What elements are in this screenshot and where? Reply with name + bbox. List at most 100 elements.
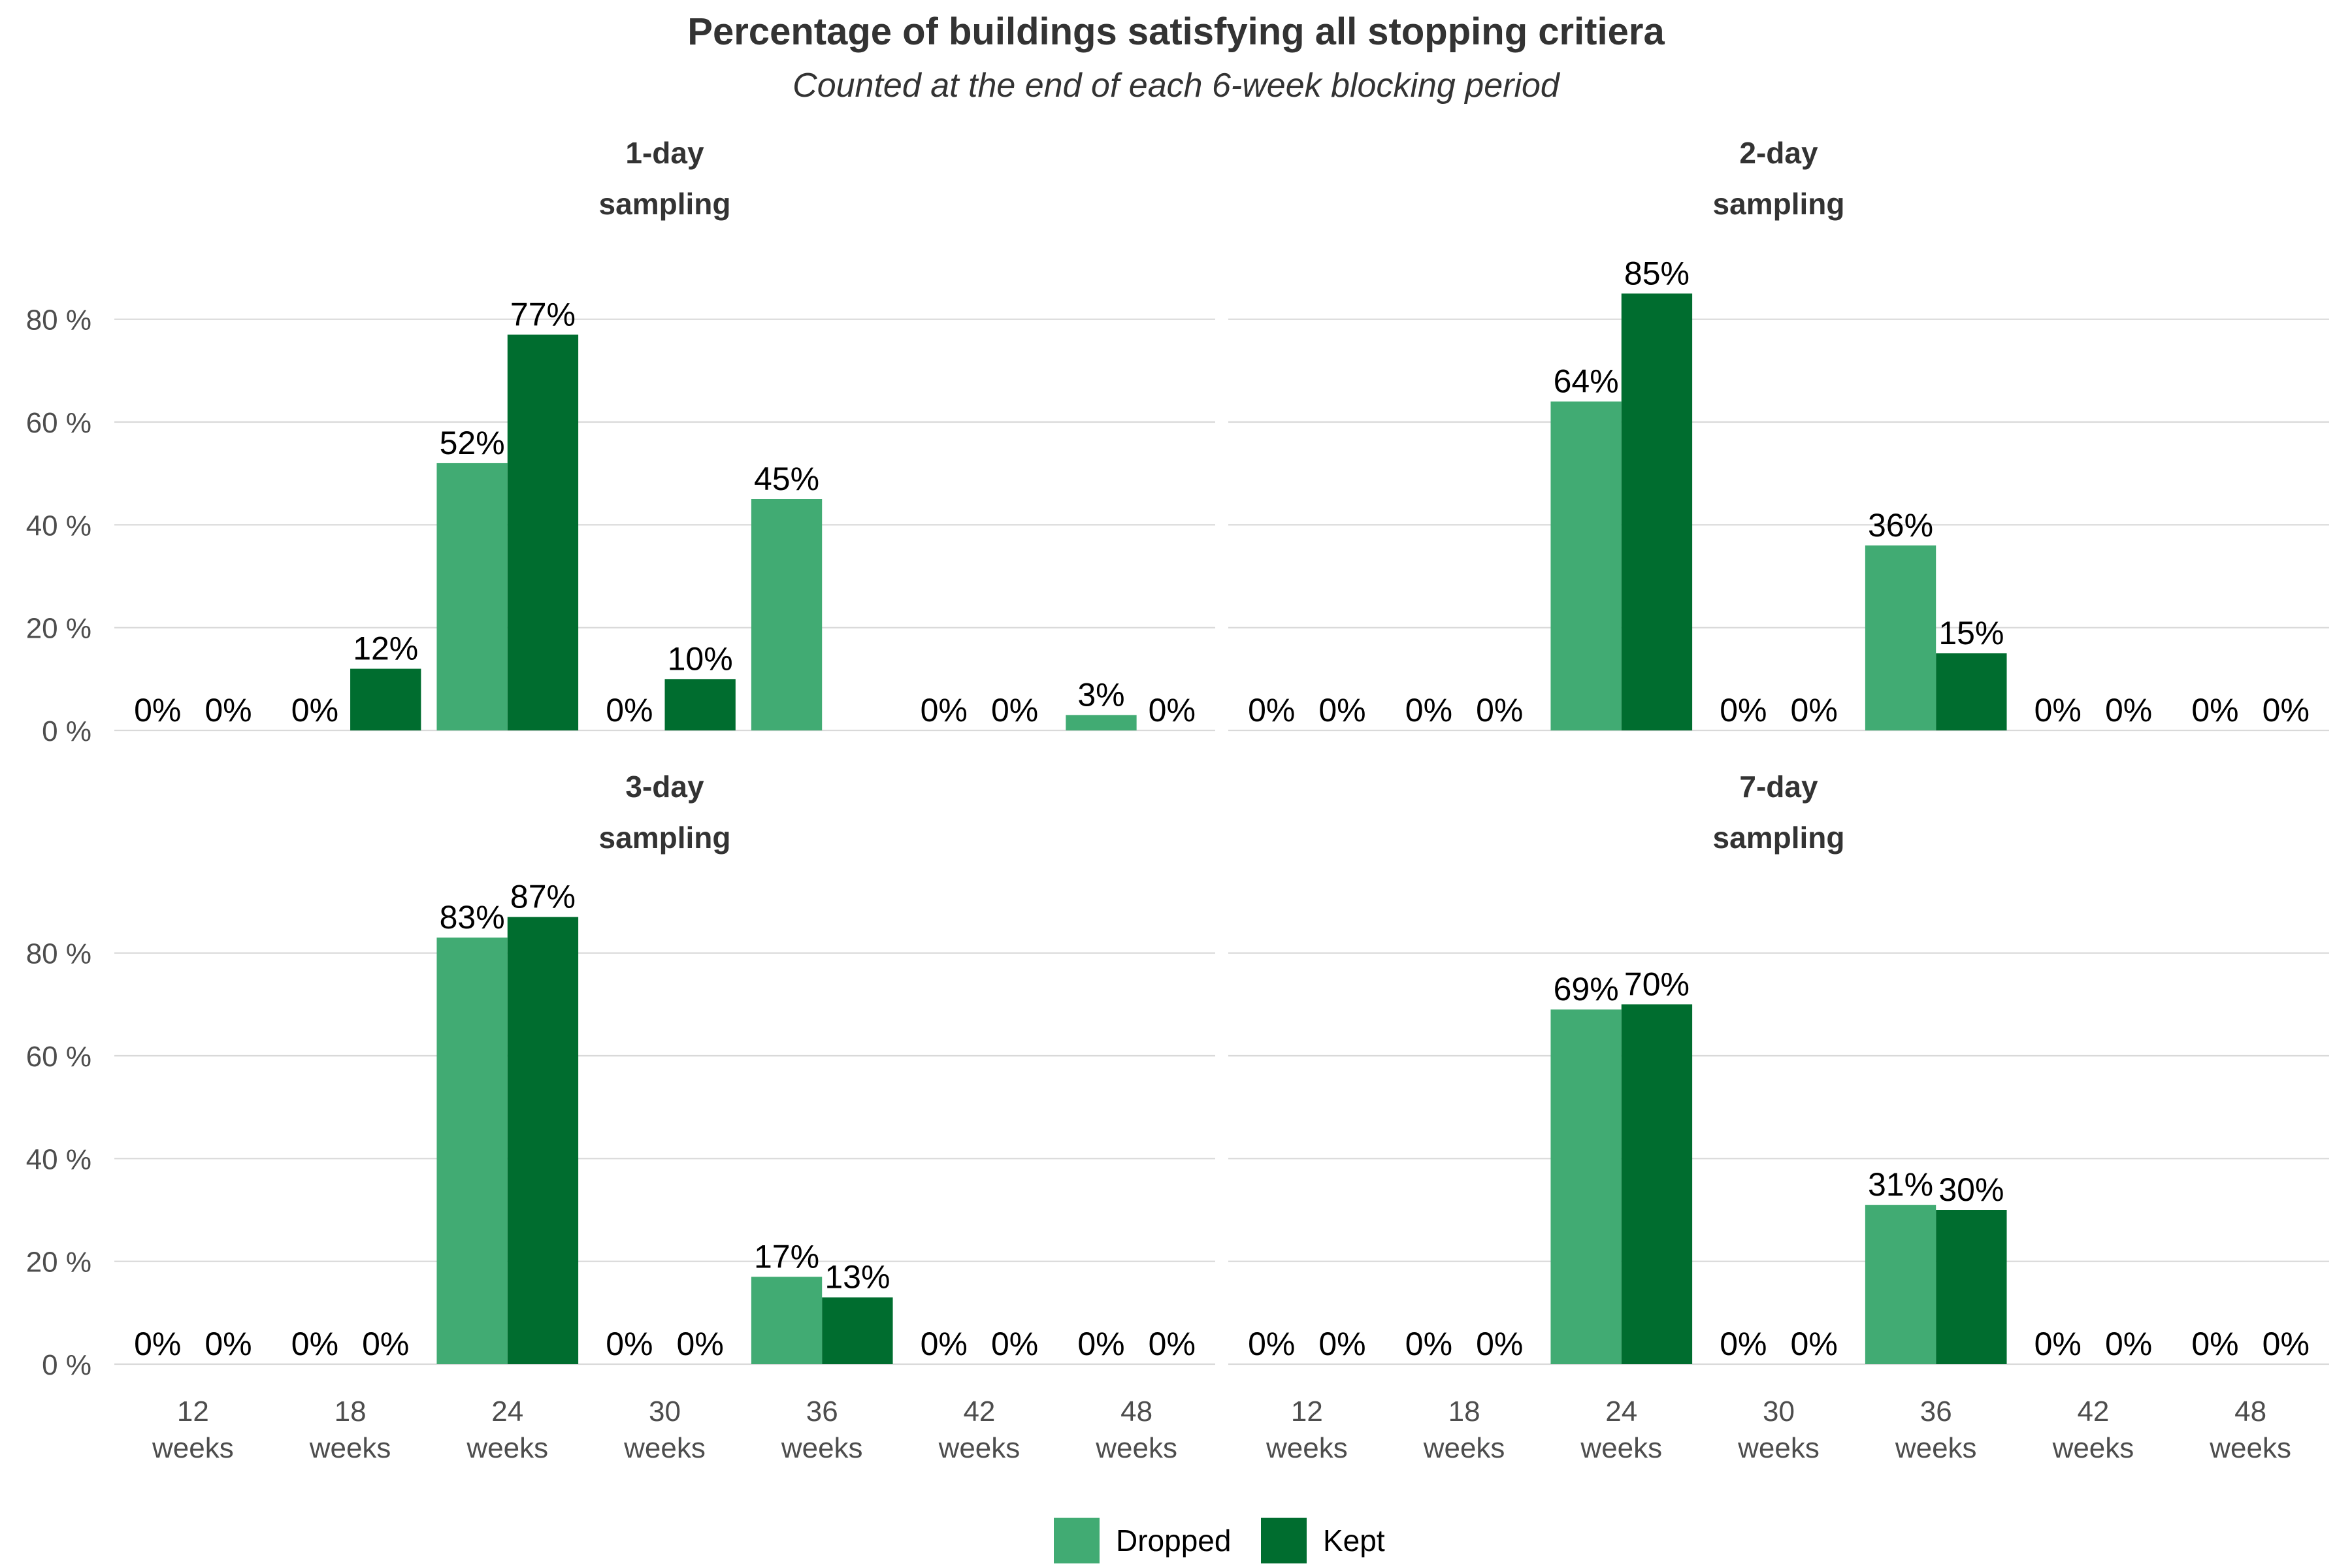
bar-dropped-24 — [436, 938, 508, 1364]
data-label: 0% — [2105, 692, 2152, 728]
x-tick-label: weeks — [781, 1432, 863, 1464]
data-label: 0% — [1149, 692, 1196, 728]
data-label: 15% — [1938, 615, 2004, 651]
data-label: 13% — [825, 1259, 890, 1296]
data-label: 0% — [991, 692, 1038, 728]
data-label: 0% — [2191, 692, 2238, 728]
x-tick-label: weeks — [1423, 1432, 1505, 1464]
legend-swatch-dropped — [1054, 1518, 1100, 1563]
x-tick-label: weeks — [623, 1432, 706, 1464]
data-label: 0% — [204, 1326, 252, 1362]
panel-4: 7-day sampling 0% 0% 69% 0% 31% 0% 0% 0% 0% 70% 0% 30… — [1228, 770, 2329, 1464]
data-label: 0% — [2034, 1326, 2082, 1362]
data-label: 0% — [1720, 1326, 1767, 1362]
x-tick-label: 30 — [649, 1396, 681, 1428]
y-tick-label: 20 % — [26, 1247, 91, 1279]
data-label: 0% — [291, 692, 338, 728]
bar-kept-30 — [664, 679, 736, 730]
bar-kept-36 — [1936, 1210, 2007, 1364]
panel-3: 3-day sampling 0 % 20 % 40 % 60 % 80 % 0% 0% 83% 0… — [26, 770, 1215, 1464]
data-label: 0% — [2262, 692, 2310, 728]
data-label: 0% — [1405, 692, 1452, 728]
data-label: 0% — [1149, 1326, 1196, 1362]
x-tick-label: 12 — [177, 1396, 209, 1428]
x-tick-label: weeks — [2209, 1432, 2291, 1464]
data-label: 85% — [1624, 255, 1690, 291]
panel-2: 2-day sampling 0% 0% 64% 0% 36% 0% 0% 0% 0% 85% 0% 15… — [1228, 136, 2329, 732]
x-tick-label: 36 — [1920, 1396, 1952, 1428]
y-tick-label: 60 % — [26, 407, 91, 439]
data-label: 0% — [1476, 692, 1523, 728]
x-tick-label: weeks — [1095, 1432, 1177, 1464]
legend: Dropped Kept — [1054, 1518, 1385, 1563]
data-label: 45% — [754, 461, 819, 497]
bar-kept-36 — [1936, 653, 2007, 730]
data-label: 70% — [1624, 966, 1690, 1002]
y-tick-label: 40 % — [26, 510, 91, 542]
y-tick-label: 60 % — [26, 1041, 91, 1073]
panel-strip-label: 3-day — [625, 770, 704, 804]
panel-strip-label: 1-day — [625, 136, 704, 170]
x-tick-label: weeks — [1895, 1432, 1977, 1464]
data-label: 0% — [921, 1326, 968, 1362]
x-tick-label: 24 — [491, 1396, 523, 1428]
data-label: 0% — [2191, 1326, 2238, 1362]
bar-dropped-24 — [1550, 401, 1622, 730]
x-tick-label: 48 — [2234, 1396, 2266, 1428]
x-tick-label: 42 — [2077, 1396, 2109, 1428]
data-label: 52% — [440, 425, 505, 461]
data-label: 0% — [134, 1326, 181, 1362]
data-label: 0% — [134, 692, 181, 728]
bar-kept-24 — [507, 335, 579, 730]
bar-dropped-48 — [1066, 715, 1137, 730]
x-tick-label: weeks — [1266, 1432, 1348, 1464]
data-label: 36% — [1868, 507, 1933, 544]
bar-kept-24 — [1621, 1004, 1693, 1364]
chart-panels: 1-day sampling 0 % 20 % 40 % 60 % 80 % 0% 0% 52% 0… — [26, 136, 2329, 1464]
data-label: 83% — [440, 899, 505, 936]
data-label: 0% — [2262, 1326, 2310, 1362]
x-tick-label: weeks — [1580, 1432, 1662, 1464]
panel-strip-label: 2-day — [1739, 136, 1818, 170]
x-tick-label: weeks — [466, 1432, 548, 1464]
x-tick-label: weeks — [2052, 1432, 2134, 1464]
bar-dropped-36 — [1865, 545, 1936, 730]
data-label: 0% — [921, 692, 968, 728]
x-tick-label: 48 — [1120, 1396, 1152, 1428]
y-tick-label: 20 % — [26, 613, 91, 645]
x-tick-label: weeks — [152, 1432, 234, 1464]
data-label: 0% — [991, 1326, 1038, 1362]
legend-swatch-kept — [1261, 1518, 1307, 1563]
data-label: 0% — [606, 692, 653, 728]
data-label: 87% — [510, 879, 576, 915]
data-label: 0% — [1791, 692, 1838, 728]
x-tick-label: 12 — [1291, 1396, 1323, 1428]
data-label: 10% — [668, 640, 733, 677]
data-label: 0% — [204, 692, 252, 728]
data-label: 31% — [1868, 1166, 1933, 1203]
panel-strip-label: sampling — [599, 821, 731, 855]
bar-dropped-36 — [751, 499, 823, 730]
data-label: 0% — [1318, 692, 1365, 728]
x-tick-label: 18 — [1448, 1396, 1480, 1428]
data-label: 0% — [362, 1326, 409, 1362]
legend-label-kept: Kept — [1323, 1524, 1385, 1558]
data-label: 0% — [1248, 692, 1295, 728]
bar-kept-36 — [822, 1297, 893, 1364]
data-label: 30% — [1938, 1171, 2004, 1208]
data-label: 3% — [1077, 676, 1124, 713]
y-tick-label: 40 % — [26, 1143, 91, 1175]
x-tick-label: 24 — [1605, 1396, 1637, 1428]
bar-kept-24 — [1621, 293, 1693, 730]
data-label: 64% — [1554, 363, 1619, 400]
data-label: 0% — [2105, 1326, 2152, 1362]
data-label: 0% — [2034, 692, 2082, 728]
x-tick-label: 18 — [335, 1396, 367, 1428]
panel-strip-label: sampling — [1713, 821, 1845, 855]
bar-kept-18 — [350, 668, 421, 730]
data-label: 12% — [353, 630, 418, 667]
data-label: 69% — [1554, 971, 1619, 1007]
y-tick-label: 0 % — [42, 715, 91, 747]
x-tick-label: 42 — [963, 1396, 995, 1428]
